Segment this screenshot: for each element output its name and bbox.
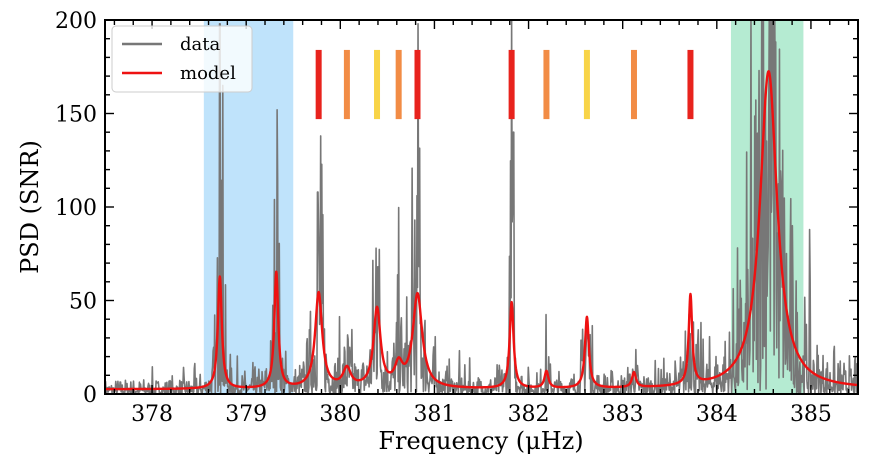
x-tick-label: 385 (790, 402, 832, 427)
x-axis-title: Frequency (μHz) (378, 427, 583, 455)
y-tick-label: 0 (83, 383, 97, 408)
x-tick-label: 379 (225, 402, 267, 427)
marker-bar-8 (630, 49, 637, 120)
x-tick-labels: 378 379 380 381 382 383 384 385 (131, 402, 832, 427)
plot-area (105, 20, 858, 394)
series-model-line (105, 70, 858, 391)
x-tick-label: 380 (319, 402, 361, 427)
y-tick-label: 200 (55, 9, 97, 34)
legend: data model (111, 25, 253, 93)
y-tick-label: 100 (55, 196, 97, 221)
legend-box (111, 25, 253, 93)
marker-bar-9 (687, 49, 694, 120)
marker-bar-1 (343, 49, 350, 120)
y-tick-label: 50 (69, 290, 97, 315)
y-axis-title: PSD (SNR) (16, 140, 44, 274)
y-tick-labels: 0 50 100 150 200 (55, 9, 97, 408)
x-tick-label: 384 (696, 402, 738, 427)
marker-bar-3 (395, 49, 402, 120)
legend-label-model: model (180, 63, 236, 84)
x-tick-label: 378 (131, 402, 173, 427)
marker-bar-4 (414, 49, 421, 120)
marker-bar-2 (374, 49, 381, 120)
series-layer (105, 20, 858, 394)
mode-marker-bars (315, 49, 694, 120)
x-tick-label: 382 (508, 402, 550, 427)
marker-bar-7 (583, 49, 590, 120)
marker-bar-6 (543, 49, 550, 120)
legend-label-data: data (180, 34, 220, 55)
x-tick-label: 383 (602, 402, 644, 427)
y-tick-label: 150 (55, 103, 97, 128)
marker-bar-5 (508, 49, 515, 120)
x-tick-label: 381 (413, 402, 455, 427)
marker-bar-0 (315, 49, 322, 120)
series-data-line (105, 20, 858, 394)
axis-ticks (105, 19, 858, 395)
